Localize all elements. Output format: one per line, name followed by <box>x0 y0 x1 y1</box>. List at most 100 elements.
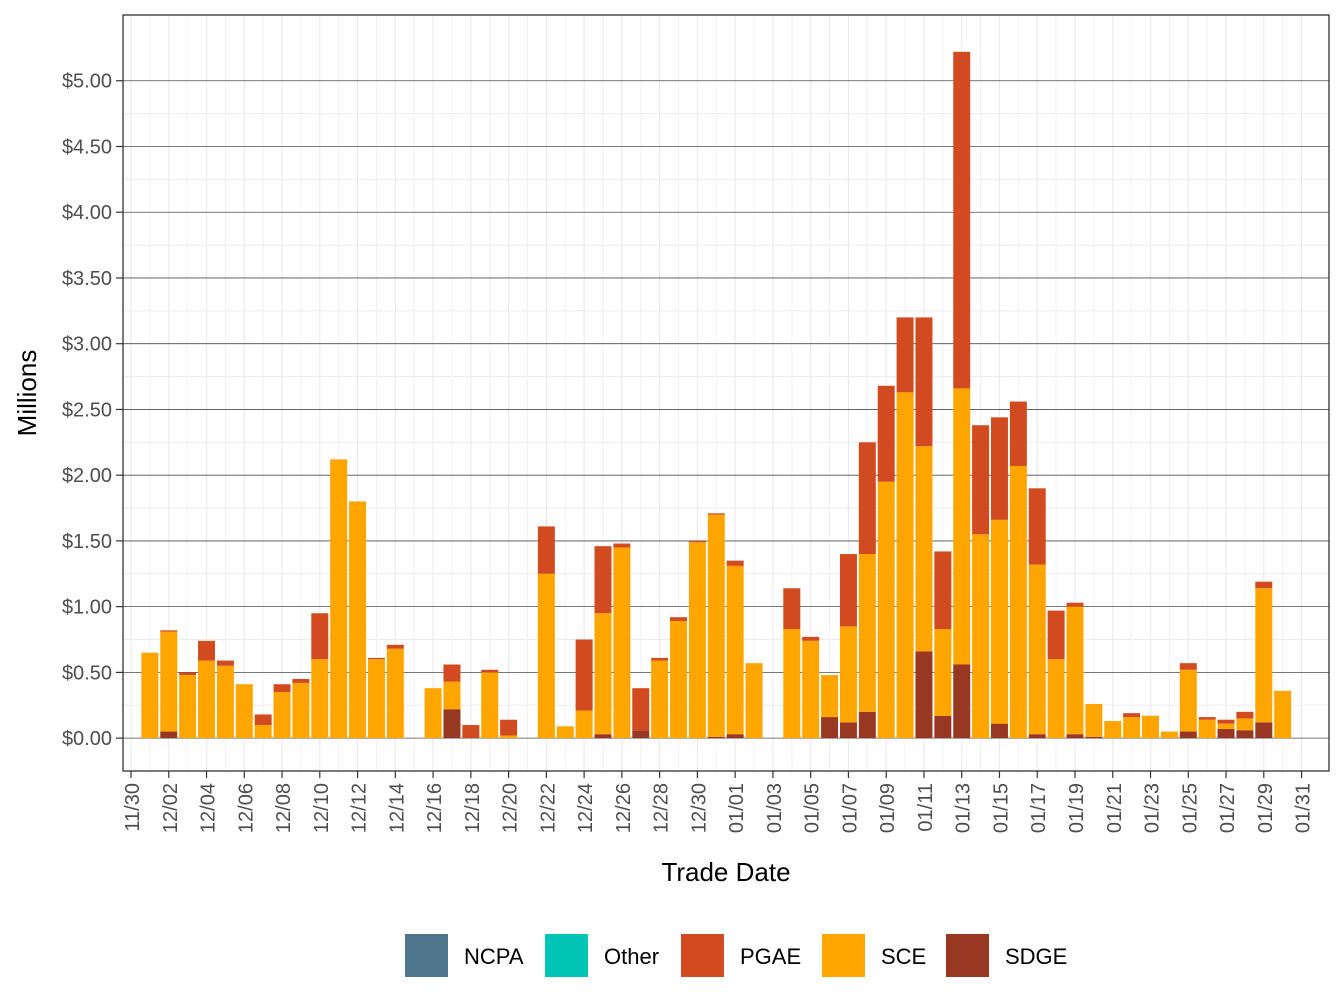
bar-sce-12-25 <box>594 613 612 735</box>
y-tick-label: $5.00 <box>62 71 112 93</box>
bar-sdge-01-19 <box>1066 734 1084 739</box>
bars <box>141 51 1292 739</box>
bar-sce-12-07 <box>254 724 272 739</box>
x-tick-label: 01/11 <box>915 783 937 832</box>
x-tick-label: 12/14 <box>386 783 408 833</box>
plot-panel-border <box>122 14 1330 772</box>
bar-sdge-01-11 <box>915 651 933 739</box>
bar-pgae-12-08 <box>273 684 291 693</box>
bar-sce-12-28 <box>651 660 669 739</box>
legend-label-ncpa: NCPA <box>464 944 524 969</box>
bar-sdge-12-27 <box>632 730 650 739</box>
bar-sce-01-02 <box>745 663 763 739</box>
bar-sce-12-29 <box>670 621 688 739</box>
bar-sce-12-20 <box>500 735 518 739</box>
bar-sce-12-31 <box>707 514 725 737</box>
bar-sce-01-04 <box>783 629 801 739</box>
bar-sce-01-29 <box>1255 588 1273 723</box>
bar-sce-01-12 <box>934 629 952 716</box>
x-tick-label: 01/17 <box>1028 783 1050 833</box>
bar-sce-01-25 <box>1179 669 1197 732</box>
bar-pgae-12-17 <box>443 664 461 682</box>
bar-sce-01-28 <box>1236 718 1254 731</box>
bar-pgae-12-28 <box>651 657 669 661</box>
x-tick-label: 12/04 <box>198 783 220 833</box>
bar-sce-01-20 <box>1085 703 1103 737</box>
x-tick-label: 12/08 <box>273 783 295 833</box>
bar-sce-12-09 <box>292 682 310 739</box>
bar-sce-01-14 <box>972 534 990 739</box>
bar-sce-12-30 <box>688 542 706 739</box>
bar-sce-01-16 <box>1009 465 1027 739</box>
bar-sdge-01-28 <box>1236 730 1254 739</box>
bar-sce-12-14 <box>386 648 404 739</box>
bar-sce-01-18 <box>1047 659 1065 739</box>
bar-sdge-01-06 <box>821 717 839 739</box>
bar-sce-01-11 <box>915 446 933 652</box>
bar-sce-12-06 <box>235 684 253 739</box>
legend-key-other <box>545 934 588 977</box>
bar-pgae-01-09 <box>877 385 895 482</box>
bar-sce-01-17 <box>1028 564 1046 735</box>
bar-pgae-12-22 <box>537 526 555 574</box>
y-tick-label: $4.50 <box>62 136 112 158</box>
x-tick-label: 01/05 <box>802 783 824 833</box>
bar-pgae-01-10 <box>896 317 914 393</box>
bar-sce-01-30 <box>1274 690 1292 739</box>
bar-pgae-01-25 <box>1179 663 1197 670</box>
bar-sce-12-08 <box>273 692 291 739</box>
bar-sce-12-11 <box>330 459 348 739</box>
bar-pgae-12-03 <box>179 672 197 676</box>
bar-sce-01-21 <box>1104 721 1122 739</box>
x-tick-label: 01/07 <box>839 783 861 833</box>
bar-pgae-01-19 <box>1066 602 1084 607</box>
legend-key-sce <box>822 934 865 977</box>
x-tick-label: 01/19 <box>1066 783 1088 833</box>
x-tick-label: 12/28 <box>651 783 673 833</box>
bar-sce-01-06 <box>821 675 839 718</box>
bar-sdge-01-29 <box>1255 722 1273 739</box>
bar-sdge-01-13 <box>953 664 971 739</box>
bar-sce-12-01 <box>141 652 159 739</box>
bar-pgae-01-08 <box>858 442 876 555</box>
y-tick-label: $2.50 <box>62 399 112 421</box>
bar-pgae-12-19 <box>481 669 499 673</box>
x-tick-label: 01/25 <box>1179 783 1201 833</box>
bar-pgae-12-26 <box>613 543 631 548</box>
bar-sce-12-12 <box>349 501 367 739</box>
x-tick-label: 12/26 <box>613 783 635 833</box>
bar-sdge-12-02 <box>160 731 178 739</box>
y-tick-label: $3.00 <box>62 334 112 356</box>
bar-sdge-12-31 <box>707 736 725 739</box>
legend-label-other: Other <box>604 944 659 969</box>
bar-pgae-01-27 <box>1217 719 1235 724</box>
bar-pgae-12-30 <box>688 540 706 543</box>
bar-pgae-01-28 <box>1236 711 1254 719</box>
bar-pgae-01-04 <box>783 588 801 630</box>
bar-sce-01-08 <box>858 554 876 712</box>
bar-sce-12-23 <box>556 726 574 739</box>
bar-pgae-12-10 <box>311 613 329 660</box>
bar-pgae-01-11 <box>915 317 933 447</box>
y-tick-label: $1.00 <box>62 597 112 619</box>
y-axis: $0.00 $0.50 $1.00 $1.50 $2.00 $2.50 $3.00 $3.50… <box>62 71 123 750</box>
bar-pgae-12-18 <box>462 724 480 739</box>
x-tick-label: 12/22 <box>537 783 559 833</box>
y-tick-label: $1.50 <box>62 531 112 553</box>
bar-sdge-01-25 <box>1179 731 1197 739</box>
bar-pgae-01-15 <box>990 417 1008 520</box>
bar-pgae-01-13 <box>953 51 971 389</box>
legend-label-sdge: SDGE <box>1005 944 1067 969</box>
bar-pgae-12-07 <box>254 714 272 725</box>
bar-pgae-01-05 <box>802 636 820 641</box>
x-tick-label: 01/29 <box>1255 783 1277 833</box>
y-tick-label: $0.00 <box>62 728 112 750</box>
y-tick-label: $4.00 <box>62 202 112 224</box>
bar-sce-12-13 <box>367 659 385 739</box>
x-tick-label: 01/03 <box>764 783 786 833</box>
bar-sce-01-23 <box>1142 715 1160 739</box>
bar-pgae-01-12 <box>934 551 952 629</box>
bar-pgae-12-05 <box>216 660 234 666</box>
bar-pgae-01-01 <box>726 560 744 566</box>
bar-sce-12-22 <box>537 573 555 739</box>
